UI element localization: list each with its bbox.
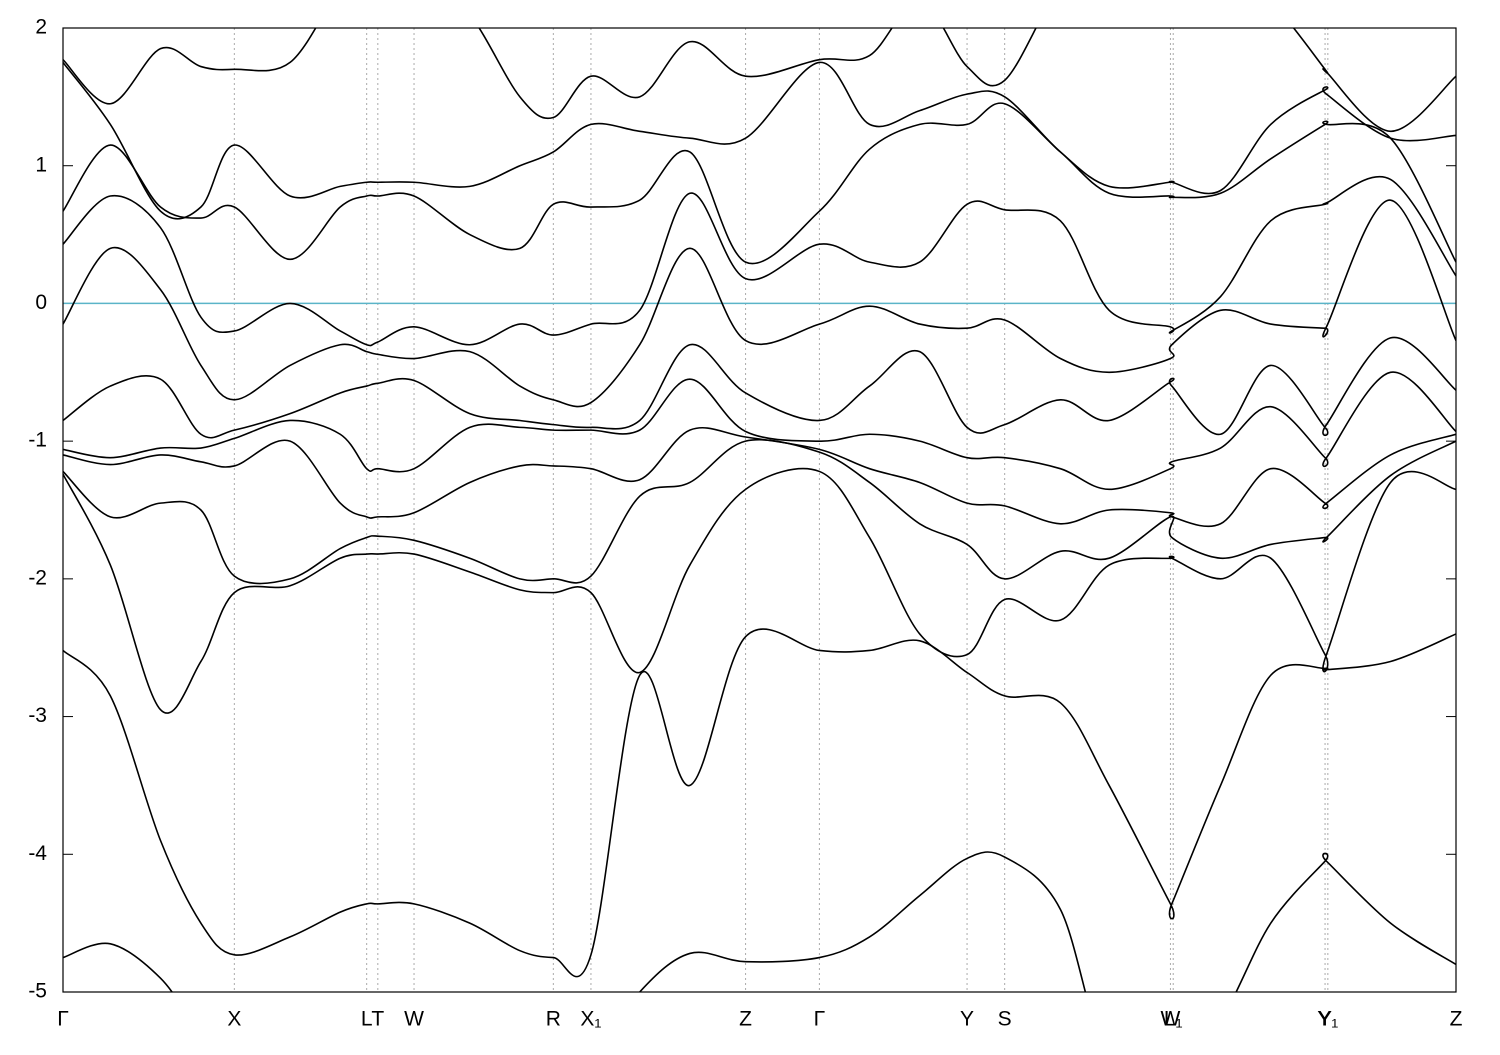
y-tick-label: -4 <box>28 842 47 865</box>
y-tick-label: -3 <box>28 704 47 727</box>
band-line <box>63 467 1456 714</box>
band-line <box>63 371 1456 491</box>
x-tick-label: R <box>546 1008 561 1031</box>
y-tick-label: -2 <box>28 566 47 589</box>
x-tick-label: X <box>227 1008 241 1031</box>
x-tick-label: W <box>1161 1008 1181 1031</box>
band-line <box>63 438 1456 585</box>
x-tick-label: Γ <box>814 1008 826 1031</box>
x-tick-label: Γ <box>57 1008 69 1031</box>
band-line <box>63 426 1456 528</box>
x-tick-label: Y <box>960 1008 974 1031</box>
y-tick-label: -5 <box>28 980 47 1003</box>
y-tick-label: 0 <box>35 291 47 314</box>
x-tick-label: L₁ <box>1164 1008 1183 1031</box>
y-tick-label: -1 <box>28 429 47 452</box>
x-tick-label: W <box>404 1008 424 1031</box>
band-line <box>63 102 1456 265</box>
y-tick-label: 2 <box>35 16 47 39</box>
band-line <box>63 851 1456 992</box>
x-tick-label: Z <box>739 1008 752 1031</box>
x-tick-label: Z <box>1450 1008 1463 1031</box>
x-tick-label: X₁ <box>580 1008 601 1031</box>
band-line <box>63 199 1456 408</box>
x-tick-label: Y <box>1318 1008 1332 1031</box>
band-line <box>63 176 1456 347</box>
x-tick-label: S <box>998 1008 1012 1031</box>
x-tick-label: L <box>361 1008 373 1031</box>
x-tick-label: Y₁ <box>1317 1008 1338 1031</box>
band-line <box>63 628 1456 978</box>
plot-area <box>63 28 1456 992</box>
y-tick-label: 1 <box>35 153 47 176</box>
band-line <box>63 336 1456 439</box>
plot-frame <box>62 27 1457 993</box>
band-line <box>63 28 1456 133</box>
x-tick-label: T <box>371 1008 384 1031</box>
band-line <box>63 61 1456 220</box>
